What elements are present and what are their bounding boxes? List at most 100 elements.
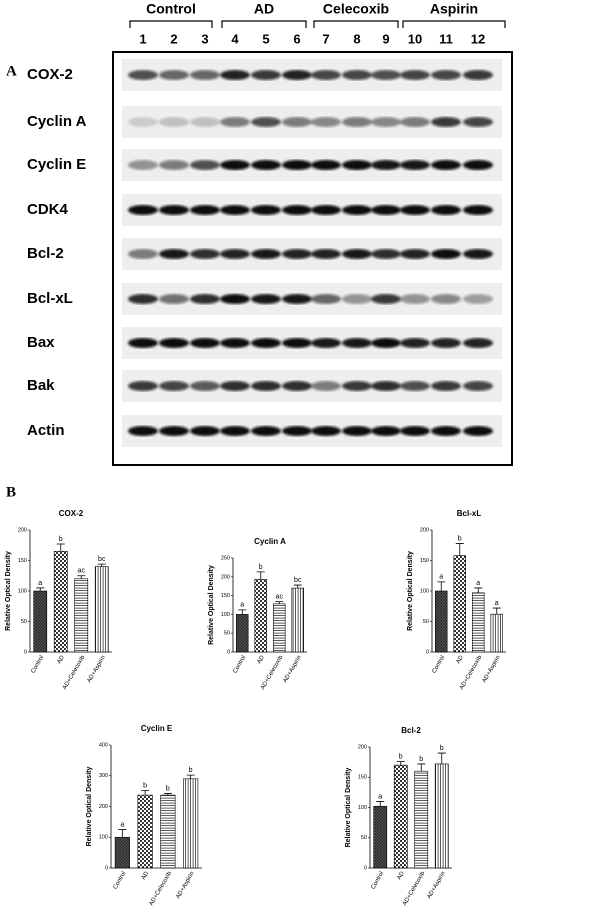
charts: COX-2 Relative Optical Density 0 50 100 150 20… xyxy=(5,509,506,907)
band xyxy=(190,426,220,436)
significance-label: b xyxy=(259,564,263,571)
error-bar xyxy=(437,752,446,764)
error-bar xyxy=(293,584,302,589)
band xyxy=(311,338,341,348)
x-tick-label: AD xyxy=(455,654,465,665)
band xyxy=(463,426,493,436)
bar xyxy=(53,551,68,653)
band xyxy=(463,70,493,80)
y-axis-label: Relative Optical Density xyxy=(5,551,12,631)
band xyxy=(220,249,250,259)
protein-label: Cyclin E xyxy=(27,156,86,173)
bar xyxy=(33,590,48,653)
bar xyxy=(94,566,109,653)
x-tick-label: Control xyxy=(232,655,247,675)
band xyxy=(190,249,220,259)
x-tick-label: AD xyxy=(141,870,151,881)
band xyxy=(431,426,461,436)
band xyxy=(311,426,341,436)
significance-label: b xyxy=(59,536,63,543)
bar xyxy=(183,778,199,869)
band xyxy=(371,117,401,127)
band xyxy=(128,70,158,80)
y-axis-label: Relative Optical Density xyxy=(345,768,352,848)
y-tick-label: 300 xyxy=(99,773,108,779)
band xyxy=(463,205,493,215)
band xyxy=(282,294,312,304)
band xyxy=(431,160,461,170)
band xyxy=(251,381,281,391)
error-bar xyxy=(163,793,172,796)
band xyxy=(431,70,461,80)
y-tick-label: 400 xyxy=(99,742,108,748)
band xyxy=(342,381,372,391)
band xyxy=(251,117,281,127)
error-bar xyxy=(256,571,265,580)
lane-number: 12 xyxy=(471,31,485,46)
error-bar xyxy=(396,761,405,766)
band xyxy=(400,249,430,259)
significance-label: b xyxy=(399,753,403,760)
band xyxy=(128,426,158,436)
x-tick-label: AD xyxy=(396,870,406,881)
band xyxy=(282,381,312,391)
y-axis-label: Relative Optical Density xyxy=(208,565,215,645)
band xyxy=(159,294,189,304)
lane-number: 7 xyxy=(322,31,329,46)
y-tick-label: 100 xyxy=(18,588,27,594)
band xyxy=(282,117,312,127)
band xyxy=(342,338,372,348)
y-tick-label: 0 xyxy=(426,649,429,655)
band xyxy=(159,381,189,391)
band xyxy=(431,294,461,304)
chart-title: Cyclin E xyxy=(141,724,173,733)
blot-frame xyxy=(112,51,513,466)
bar-chart: Cyclin A Relative Optical Density 0 50 100 15… xyxy=(208,537,307,691)
band xyxy=(463,294,493,304)
band xyxy=(251,205,281,215)
band xyxy=(400,160,430,170)
protein-label: Bax xyxy=(27,334,55,351)
band xyxy=(128,117,158,127)
band xyxy=(371,249,401,259)
significance-label: b xyxy=(440,745,444,752)
y-tick-label: 0 xyxy=(364,865,367,871)
y-tick-label: 150 xyxy=(221,593,230,599)
band xyxy=(311,249,341,259)
y-tick-label: 200 xyxy=(99,804,108,810)
band xyxy=(220,381,250,391)
band xyxy=(251,160,281,170)
bar xyxy=(490,613,503,653)
band xyxy=(159,117,189,127)
band xyxy=(400,381,430,391)
band xyxy=(431,338,461,348)
significance-label: b xyxy=(458,535,462,542)
bar xyxy=(435,590,448,653)
band xyxy=(311,117,341,127)
significance-label: a xyxy=(240,602,244,609)
band xyxy=(342,205,372,215)
group-bracket xyxy=(129,20,213,28)
lane-number: 2 xyxy=(170,31,177,46)
band xyxy=(190,205,220,215)
band xyxy=(400,205,430,215)
band xyxy=(128,160,158,170)
lane-number: 6 xyxy=(293,31,300,46)
significance-label: bc xyxy=(294,577,302,584)
y-tick-label: 200 xyxy=(221,574,230,580)
chart-title: Cyclin A xyxy=(254,537,286,546)
band xyxy=(463,381,493,391)
group-label: Celecoxib xyxy=(323,1,389,17)
x-tick-label: AD xyxy=(256,654,266,665)
x-tick-label: AD xyxy=(56,654,66,665)
y-tick-label: 100 xyxy=(358,805,367,811)
bar xyxy=(236,614,249,653)
y-tick-label: 150 xyxy=(18,558,27,564)
x-tick-label: AD+Celecoxib xyxy=(402,870,427,907)
group-bracket xyxy=(402,20,506,28)
error-bar xyxy=(238,609,247,615)
significance-label: a xyxy=(120,821,124,828)
chart-title: COX-2 xyxy=(59,509,84,518)
bar xyxy=(373,805,388,869)
